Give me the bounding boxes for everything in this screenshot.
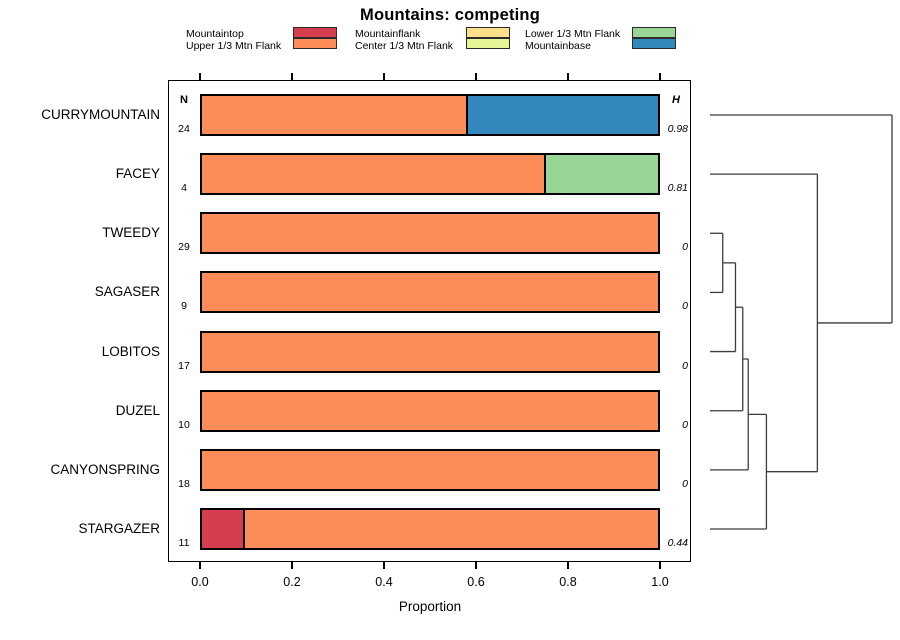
bar-segment <box>202 214 658 253</box>
x-axis-tick <box>567 562 569 569</box>
stacked-bar <box>200 212 660 255</box>
x-axis-tick-top <box>291 73 293 80</box>
bar-segment <box>202 96 467 134</box>
h-value: 0.44 <box>667 537 688 549</box>
h-value: 0.98 <box>667 123 688 135</box>
bar-segment <box>202 155 544 194</box>
legend-swatch <box>293 27 337 38</box>
row-label: SAGASER <box>94 284 160 300</box>
h-value: 0 <box>682 241 688 254</box>
h-value: 0 <box>682 300 688 313</box>
x-axis-tick-label: 1.0 <box>651 575 669 589</box>
h-value: 0.81 <box>667 182 688 195</box>
n-column-header: N <box>180 94 188 106</box>
legend-swatch <box>632 37 676 49</box>
legend-label: Mountaintop <box>186 28 244 40</box>
x-axis-tick-top <box>567 73 569 80</box>
bar-segment <box>202 391 658 430</box>
x-axis-tick <box>199 562 201 569</box>
x-axis-tick <box>383 562 385 569</box>
h-column-header: H <box>672 94 680 106</box>
bar-segment <box>202 273 658 312</box>
bar-segment <box>202 332 658 371</box>
n-value: 18 <box>178 477 190 490</box>
n-value: 10 <box>178 418 190 431</box>
n-value: 4 <box>181 182 187 195</box>
row-label: CURRYMOUNTAIN <box>41 107 160 122</box>
n-value: 11 <box>178 537 190 549</box>
x-axis-tick-label: 0.4 <box>375 575 393 589</box>
legend-label: Mountainflank <box>355 28 421 40</box>
legend-label: Mountainbase <box>525 40 591 52</box>
h-value: 0 <box>682 359 688 372</box>
row-label: TWEEDY <box>102 225 160 241</box>
bar-segment <box>243 510 658 548</box>
legend-swatch <box>632 27 676 38</box>
legend-swatch <box>466 37 510 49</box>
bar-segment <box>202 450 658 489</box>
plot-area-box <box>168 80 691 562</box>
row-label: LOBITOS <box>101 343 160 359</box>
n-value: 29 <box>178 241 190 254</box>
legend-label: Upper 1/3 Mtn Flank <box>186 40 282 52</box>
x-axis-tick-label: 0.2 <box>283 575 301 589</box>
bar-segment <box>466 96 658 134</box>
stacked-bar <box>200 330 660 373</box>
x-axis-tick-top <box>475 73 477 80</box>
legend-label: Lower 1/3 Mtn Flank <box>525 28 621 40</box>
x-axis-tick-label: 0.6 <box>467 575 485 589</box>
n-value: 17 <box>178 359 190 372</box>
stacked-bar <box>200 94 660 136</box>
stacked-bar <box>200 153 660 196</box>
x-axis-tick-label: 0.8 <box>559 575 577 589</box>
x-axis-tick-top <box>659 73 661 80</box>
legend-label: Center 1/3 Mtn Flank <box>355 40 454 52</box>
chart-title: Mountains: competing <box>360 6 540 24</box>
h-value: 0 <box>682 477 688 490</box>
x-axis-tick <box>659 562 661 569</box>
x-axis-tick-top <box>199 73 201 80</box>
legend-swatch <box>293 37 337 49</box>
stacked-bar <box>200 389 660 432</box>
stacked-bar <box>200 271 660 314</box>
stacked-bar <box>200 508 660 550</box>
row-label: CANYONSPRING <box>50 461 160 477</box>
x-axis-tick <box>291 562 293 569</box>
bar-segment <box>202 510 244 548</box>
h-value: 0 <box>682 418 688 431</box>
n-value: 9 <box>181 300 187 313</box>
row-label: FACEY <box>115 166 160 182</box>
row-label: DUZEL <box>115 402 160 418</box>
legend-swatch <box>466 27 510 38</box>
bar-segment <box>544 155 658 194</box>
x-axis-title: Proportion <box>398 599 462 614</box>
x-axis-tick <box>475 562 477 569</box>
n-value: 24 <box>178 123 190 135</box>
x-axis-tick-label: 0.0 <box>191 575 209 589</box>
row-label: STARGAZER <box>78 521 160 536</box>
stacked-bar <box>200 448 660 491</box>
x-axis-tick-top <box>383 73 385 80</box>
